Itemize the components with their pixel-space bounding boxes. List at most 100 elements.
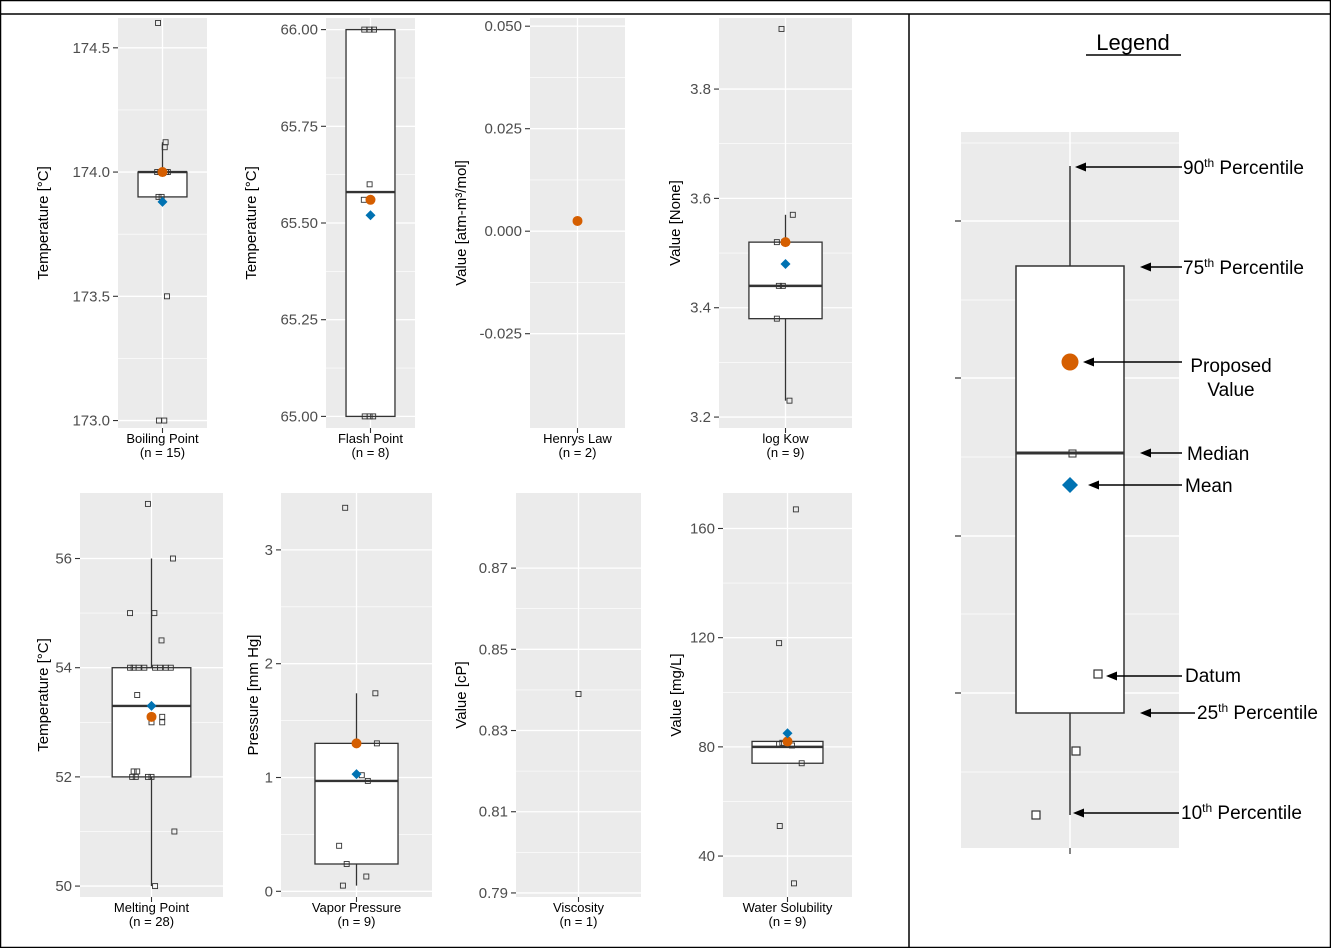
legend-arrow-head <box>1106 671 1117 681</box>
datum-point <box>144 773 151 780</box>
y-tick-label: 50 <box>55 878 72 895</box>
sample-count-label: (n = 2) <box>559 445 597 460</box>
panel-melting-point: 50 52 54 56 Melting Point(n = 28) Temperature… <box>35 493 223 929</box>
datum-point <box>773 239 780 246</box>
mean-marker <box>157 196 168 207</box>
proposed-value-marker <box>782 736 793 747</box>
datum-point <box>370 413 377 420</box>
datum-point <box>339 882 346 889</box>
legend-datum-point <box>1093 669 1103 679</box>
y-tick-label: 0.79 <box>479 885 508 902</box>
legend-arrows <box>1073 162 1195 818</box>
y-axis-label: Temperature [°C] <box>35 166 52 280</box>
y-axis-label: Value [atm-m³/mol] <box>453 160 470 286</box>
datum-point <box>363 873 370 880</box>
label-value: Value <box>1207 380 1254 401</box>
datum-point <box>159 719 166 726</box>
legend-arrow-head <box>1075 162 1086 172</box>
y-tick-label: 66.00 <box>280 22 318 39</box>
datum-point <box>155 20 162 26</box>
datum-point <box>366 413 373 420</box>
datum-point <box>148 773 155 780</box>
proposed-value-marker <box>365 194 376 205</box>
datum-point <box>776 741 783 748</box>
datum-point <box>366 26 373 33</box>
datum-point <box>151 610 158 617</box>
y-tick-label: 80 <box>698 739 715 756</box>
datum-point <box>364 777 371 784</box>
y-tick-label: 174.0 <box>72 164 110 181</box>
mean-marker <box>146 700 157 711</box>
datum-point <box>775 282 782 289</box>
legend-arrow-head <box>1083 357 1094 367</box>
mean-marker <box>351 769 362 780</box>
proposed-value-marker <box>351 738 362 749</box>
y-tick-label: 52 <box>55 769 72 786</box>
datum-point <box>169 555 176 562</box>
datum-point <box>132 773 139 780</box>
sample-count-label: (n = 9) <box>767 445 805 460</box>
legend-arrow-head <box>1073 808 1084 818</box>
datum-point <box>343 861 350 867</box>
datum-point <box>791 880 797 887</box>
datum-point <box>134 692 141 698</box>
x-category-label: Viscosity <box>553 900 605 915</box>
sample-count-label: (n = 15) <box>140 445 185 460</box>
y-tick-label: 3.6 <box>690 190 711 207</box>
y-axis-label: Value [None] <box>667 180 684 266</box>
sample-count-label: (n = 1) <box>560 914 598 929</box>
proposed-value-marker <box>572 215 583 226</box>
y-tick-label: -0.025 <box>479 326 522 343</box>
x-category-label: log Kow <box>762 431 809 446</box>
datum-point <box>144 500 151 507</box>
y-tick-label: 65.75 <box>280 118 318 135</box>
sample-count-label: (n = 9) <box>769 914 807 929</box>
datum-point <box>127 610 134 617</box>
datum-point <box>129 773 136 780</box>
label-median: Median <box>1187 444 1249 465</box>
panel-flash-point: 65.00 65.25 65.50 65.75 66.00 Flash Point(n =… <box>243 18 415 460</box>
datum-point <box>798 760 805 767</box>
y-tick-label: 65.25 <box>280 312 318 329</box>
datum-point <box>792 506 799 513</box>
datum-point <box>776 823 783 829</box>
y-tick-label: 0.87 <box>479 560 508 577</box>
sample-count-label: (n = 9) <box>338 914 376 929</box>
iqr-box <box>748 241 823 320</box>
datum-point <box>161 144 168 151</box>
datum-point <box>373 740 380 747</box>
datum-point <box>336 842 343 849</box>
label-75th-percentile: 75th Percentile <box>1183 256 1304 279</box>
label-proposed: Proposed <box>1190 356 1271 377</box>
datum-point <box>773 315 780 322</box>
y-tick-label: 173.0 <box>72 413 110 430</box>
y-tick-label: 1 <box>265 770 273 787</box>
label-10th-percentile: 10th Percentile <box>1181 801 1302 824</box>
y-tick-label: 3.4 <box>690 300 711 317</box>
y-tick-label: 120 <box>690 630 715 647</box>
y-axis-label: Value [cP] <box>453 661 470 728</box>
datum-point <box>127 664 134 671</box>
mean-marker <box>780 259 791 269</box>
panel-water-solubility: 40 80 120 160 Water Solubility(n = 9) Value [… <box>668 493 852 929</box>
x-category-label: Boiling Point <box>126 431 199 446</box>
datum-point <box>779 282 786 289</box>
datum-point <box>157 664 164 671</box>
datum-point <box>575 691 582 697</box>
y-tick-label: 0.85 <box>479 641 508 658</box>
y-tick-label: 40 <box>698 848 715 865</box>
y-tick-label: 0.000 <box>484 223 522 240</box>
panel-log-kow: 3.2 3.4 3.6 3.8 log Kow(n = 9) Value [None] <box>667 18 852 460</box>
sample-count-label: (n = 8) <box>352 445 390 460</box>
label-25th-percentile: 25th Percentile <box>1197 701 1318 724</box>
datum-point <box>135 664 142 671</box>
proposed-value-marker <box>157 167 168 178</box>
datum-point <box>130 768 137 775</box>
y-tick-label: 65.00 <box>280 408 318 425</box>
y-tick-label: 174.5 <box>72 40 110 57</box>
y-axis-label: Pressure [mm Hg] <box>245 635 262 756</box>
legend: Legend 90th Percentile 75th Percentile P… <box>955 30 1318 854</box>
datum-point <box>141 664 148 671</box>
y-tick-label: 54 <box>55 660 72 677</box>
proposed-value-marker <box>146 711 157 722</box>
